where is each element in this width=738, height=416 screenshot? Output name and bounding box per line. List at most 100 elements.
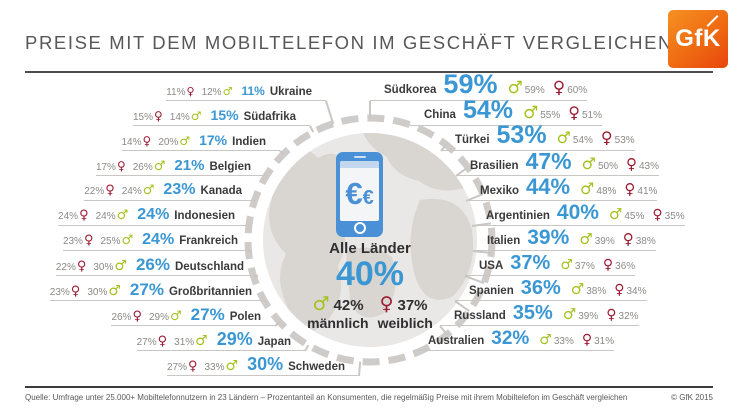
- country-row-sdafrika: 15% ♀ 14% ♂ 15% Südafrika: [132, 107, 310, 126]
- male-icon: ♂: [560, 257, 573, 273]
- country-row-grobritannien: 23% ♀ 30% ♂ 27% Großbritannien: [49, 281, 266, 301]
- country-row-italien: Italien 39% ♂ 39% ♀ 38%: [473, 227, 656, 251]
- male-icon: ♂: [608, 205, 623, 223]
- male-icon: ♂: [121, 233, 134, 248]
- all-countries-block: Alle Länder 40% ♂ 42% ♀ 37% männlich wei…: [285, 240, 455, 331]
- country-name: Indien: [232, 136, 266, 148]
- country-row-sdkorea: Südkorea 59% ♂ 59% ♀ 60%: [370, 69, 588, 101]
- country-row-mexiko: Mexiko 44% ♂ 48% ♀ 41%: [466, 174, 658, 201]
- connector-lines: [248, 100, 492, 377]
- female-percent: 35%: [664, 211, 685, 222]
- country-row-china: China 54% ♂ 55% ♀ 51%: [410, 98, 602, 126]
- female-icon: ♀: [153, 109, 163, 123]
- female-icon: ♀: [76, 259, 87, 274]
- female-icon: ♀: [186, 85, 195, 98]
- euro-symbols: €€: [345, 175, 374, 211]
- male-icon: ♂: [539, 332, 552, 348]
- male-percent: 30%: [93, 262, 114, 273]
- male-percent: 14%: [169, 112, 190, 123]
- country-name: Südkorea: [384, 84, 437, 96]
- female-percent: 22%: [55, 262, 76, 273]
- country-row-indonesien: 24% ♀ 24% ♂ 24% Indonesien: [58, 207, 249, 226]
- country-name: USA: [479, 260, 504, 272]
- male-icon: ♂: [581, 154, 596, 173]
- male-icon: ♂: [170, 309, 182, 324]
- female-percent: 51%: [581, 110, 602, 121]
- female-icon: ♀: [157, 334, 168, 349]
- male-percent: 29%: [148, 312, 169, 323]
- country-row-belgien: 17% ♀ 26% ♂ 21% Belgien: [95, 158, 265, 176]
- male-percent: 39%: [594, 236, 615, 247]
- female-icon: ♀: [581, 332, 593, 348]
- male-percent: 38%: [586, 286, 607, 297]
- total-percent: 37%: [510, 252, 551, 274]
- male-percent: 39%: [578, 311, 599, 322]
- male-percent: 33%: [204, 362, 225, 373]
- total-percent: 47%: [525, 148, 572, 174]
- male-percent: 24%: [121, 186, 142, 197]
- male-icon: ♂: [225, 358, 239, 374]
- total-percent: 59%: [443, 69, 498, 99]
- female-percent: 22%: [84, 186, 105, 197]
- female-icon: ♀: [552, 78, 566, 98]
- total-percent: 15%: [210, 107, 239, 123]
- total-percent: 36%: [520, 277, 561, 299]
- country-name: Türkei: [455, 134, 490, 146]
- total-percent: 35%: [512, 302, 553, 324]
- country-name: Russland: [454, 310, 506, 322]
- phone-speaker: [353, 156, 366, 158]
- male-label: männlich: [307, 314, 369, 331]
- continents-shapes: [263, 133, 474, 333]
- country-name: Deutschland: [174, 261, 244, 273]
- female-percent: 15%: [132, 112, 153, 123]
- all-countries-total: 40%: [335, 255, 405, 293]
- male-percent: 24%: [95, 211, 116, 222]
- country-name: China: [424, 109, 456, 121]
- female-icon: ♀: [105, 183, 115, 198]
- female-percent: 26%: [111, 312, 132, 323]
- country-row-polen: 26% ♀ 29% ♂ 27% Polen: [111, 306, 275, 326]
- total-percent: 24%: [137, 206, 170, 223]
- country-name: Mexiko: [480, 185, 519, 197]
- all-male-value: 42%: [333, 296, 364, 314]
- smartphone-icon: €€: [336, 152, 383, 237]
- female-icon: ♀: [568, 103, 580, 122]
- male-icon: ♂: [222, 85, 233, 98]
- total-percent: 29%: [216, 329, 253, 349]
- female-percent: 11%: [166, 87, 186, 98]
- total-percent: 23%: [163, 181, 196, 198]
- gfk-logo: GfK: [668, 10, 728, 68]
- female-icon: ♀: [622, 230, 634, 248]
- total-percent: 44%: [526, 174, 571, 199]
- country-row-deutschland: 22% ♀ 30% ♂ 26% Deutschland: [55, 256, 258, 276]
- male-icon: ♂: [142, 183, 155, 198]
- male-percent: 48%: [596, 186, 617, 197]
- male-percent: 54%: [572, 135, 593, 146]
- footer-divider: [25, 386, 713, 388]
- country-name: Belgien: [209, 161, 251, 173]
- total-percent: 40%: [556, 201, 599, 224]
- country-row-ukraine: 11% ♀ 12% ♂ 11% Ukraine: [166, 85, 326, 101]
- country-name: Südafrika: [243, 111, 296, 123]
- female-icon: ♀: [606, 307, 617, 323]
- all-countries-label: Alle Länder: [329, 240, 411, 257]
- female-percent: 23%: [62, 236, 83, 247]
- total-percent: 32%: [491, 328, 530, 349]
- female-icon: ♀: [79, 208, 89, 223]
- male-icon: ♂: [556, 128, 571, 147]
- country-row-indien: 14% ♀ 20% ♂ 17% Indien: [121, 132, 280, 151]
- male-icon: ♂: [195, 333, 208, 349]
- country-name: Ukraine: [269, 86, 312, 98]
- country-name: Japan: [257, 336, 291, 348]
- male-icon: ♂: [523, 103, 539, 123]
- country-row-kanada: 22% ♀ 24% ♂ 23% Kanada: [84, 182, 256, 201]
- male-percent: 37%: [574, 261, 595, 272]
- female-icon: ♀: [600, 128, 613, 147]
- male-icon: ♂: [179, 134, 191, 148]
- country-row-australien: Australien 32% ♂ 33% ♀ 31%: [414, 328, 615, 351]
- male-percent: 26%: [132, 162, 153, 173]
- country-name: Italien: [487, 235, 521, 247]
- female-icon: ♀: [624, 180, 636, 198]
- logo-text: GfK: [675, 25, 721, 52]
- total-percent: 17%: [199, 132, 228, 148]
